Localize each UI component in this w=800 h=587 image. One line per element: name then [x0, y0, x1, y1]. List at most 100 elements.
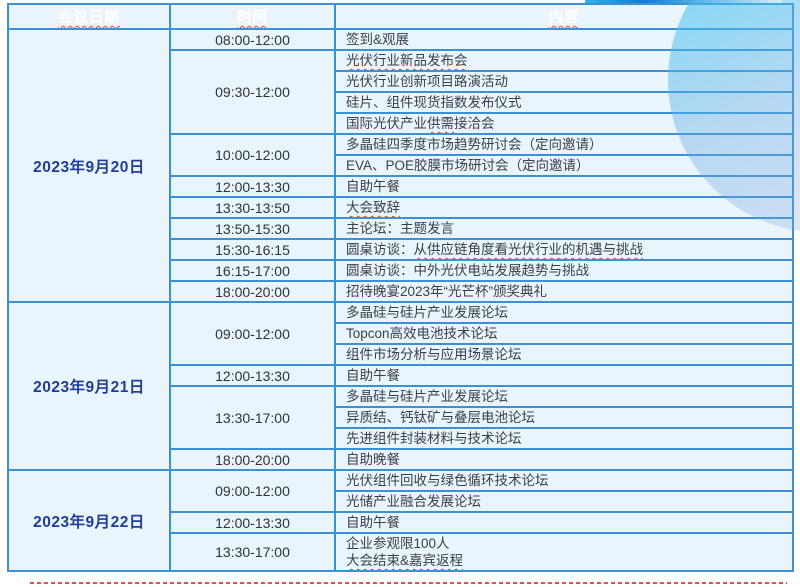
content-line: 国际光伏产业供需接洽会: [346, 115, 788, 132]
content-line: 圆桌访谈：从供应链角度看光伏行业的机遇与挑战: [346, 241, 788, 258]
time-cell: 18:00-20:00: [169, 448, 336, 471]
time-cell: 13:30-17:00: [169, 532, 336, 572]
content-text: 自助午餐: [346, 515, 400, 530]
schedule-row: 2023年9月21日 09:00-12:00 多晶硅与硅片产业发展论坛: [7, 301, 794, 471]
content-text: 光伏组件回收与绿色循环技术论坛: [346, 473, 549, 488]
misspelled-text: 光伏行业新品发布会: [346, 53, 468, 68]
schedule-row: 13:30-17:00 多晶硅与硅片产业发展论坛: [8, 385, 794, 450]
header-date-label: 会议日期: [58, 10, 120, 26]
red-dashed-line: [30, 582, 787, 584]
content-text: 自助午餐: [346, 179, 400, 194]
misspelled-text: 从供应链角度看光伏行业的机遇与挑战: [413, 242, 644, 257]
content-line: 大会结束&嘉宾返程: [346, 552, 788, 569]
content-text: 企业参观限100人: [346, 536, 450, 551]
time-cell: 09:00-12:00: [169, 301, 336, 366]
time-cell: 13:30-13:50: [169, 196, 336, 219]
content-cell: 光伏行业创新项目路演活动: [334, 70, 794, 93]
time-cell: 13:50-15:30: [169, 217, 336, 240]
schedule-row: 18:00-20:00 招待晚宴2023年“光芒杯”颁奖典礼: [8, 280, 794, 303]
content-cell: 多晶硅与硅片产业发展论坛: [334, 385, 794, 408]
content-text: EVA、POE胶膜市场研讨会（定向邀请）: [346, 158, 590, 173]
content-cell: 国际光伏产业供需接洽会: [334, 112, 794, 135]
content-cell: 自助午餐: [334, 175, 794, 198]
schedule-row: 组件市场分析与应用场景论坛: [8, 343, 794, 366]
content-text: 圆桌访谈：: [346, 242, 414, 257]
content-text: 签到&观展: [346, 32, 410, 47]
content-cell: 签到&观展: [334, 28, 794, 51]
content-text: 国际光伏产业: [346, 116, 427, 131]
content-line: 光伏行业新品发布会: [346, 52, 788, 69]
date-cell: 2023年9月20日: [7, 28, 171, 303]
content-cell: 主论坛：主题发言: [334, 217, 794, 240]
header-cell-content: 内容: [334, 3, 794, 30]
content-text: 硅片、组件现货指数发布仪式: [346, 95, 522, 110]
date-cell: 2023年9月22日: [7, 469, 171, 572]
content-cell: 硅片、组件现货指数发布仪式: [334, 91, 794, 114]
table-header: 会议日期 时间 内容: [7, 3, 794, 30]
content-cell: 自助午餐: [334, 364, 794, 387]
schedule-row: 光储产业融合发展论坛: [8, 490, 794, 513]
content-text: 多晶硅四季度市场趋势研讨会（定向邀请）: [346, 137, 603, 152]
content-line: 自助午餐: [346, 178, 788, 195]
header-cell-time: 时间: [169, 3, 336, 30]
content-line: 企业参观限100人: [346, 535, 788, 552]
content-cell: 大会致辞: [334, 196, 794, 219]
time-cell: 08:00-12:00: [169, 28, 336, 51]
content-line: 签到&观展: [346, 31, 788, 48]
misspelled-text: 供需: [427, 116, 454, 131]
content-line: Topcon高效电池技术论坛: [346, 325, 788, 342]
content-line: 多晶硅四季度市场趋势研讨会（定向邀请）: [346, 136, 788, 153]
time-cell: 10:00-12:00: [169, 133, 336, 177]
time-cell: 13:30-17:00: [169, 385, 336, 450]
time-cell: 09:00-12:00: [169, 469, 336, 513]
time-cell: 18:00-20:00: [169, 280, 336, 303]
schedule-row: 12:00-13:30 自助午餐: [8, 511, 794, 534]
conference-schedule-table: 会议日期 时间 内容 2023年9月20日 08:00-12:00 签到&观展 09:…: [7, 3, 794, 572]
content-text: 多晶硅与硅片产业发展论坛: [346, 305, 508, 320]
table-body: 2023年9月20日 08:00-12:00 签到&观展 09:30-12:00 光伏行…: [7, 28, 794, 572]
schedule-row: 2023年9月22日 09:00-12:00 光伏组件回收与绿色循环技术论坛: [7, 469, 794, 572]
content-line: 主论坛：主题发言: [346, 220, 788, 237]
schedule-row: 13:30-17:00 企业参观限100人 大会结束&嘉宾返程: [8, 532, 794, 572]
time-cell: 16:15-17:00: [169, 259, 336, 282]
schedule-row: 异质结、钙钛矿与叠层电池论坛: [8, 406, 794, 429]
content-line: 硅片、组件现货指数发布仪式: [346, 94, 788, 111]
content-line: 自助晚餐: [346, 451, 788, 468]
content-cell: 光伏行业新品发布会: [334, 49, 794, 72]
content-line: 光伏组件回收与绿色循环技术论坛: [346, 472, 788, 489]
content-line: 圆桌访谈：中外光伏电站发展趋势与挑战: [346, 262, 788, 279]
content-cell: 企业参观限100人 大会结束&嘉宾返程: [334, 532, 794, 572]
time-cell: 12:00-13:30: [169, 511, 336, 534]
misspelled-text: 大会结束&嘉宾返程: [346, 553, 464, 568]
header-row: 会议日期 时间 内容: [7, 3, 794, 30]
content-line: 组件市场分析与应用场景论坛: [346, 346, 788, 363]
content-text: 接洽会: [454, 116, 495, 131]
time-cell: 15:30-16:15: [169, 238, 336, 261]
content-line: 多晶硅与硅片产业发展论坛: [346, 388, 788, 405]
content-cell: 多晶硅四季度市场趋势研讨会（定向邀请）: [334, 133, 794, 156]
content-text: 光储产业融合发展论坛: [346, 494, 481, 509]
content-text: 光伏行业创新项目路演活动: [346, 74, 508, 89]
schedule-row: 先进组件封装材料与技术论坛: [8, 427, 794, 450]
content-cell: 圆桌访谈：中外光伏电站发展趋势与挑战: [334, 259, 794, 282]
content-cell: EVA、POE胶膜市场研讨会（定向邀请）: [334, 154, 794, 177]
content-cell: 光储产业融合发展论坛: [334, 490, 794, 513]
schedule-row: 2023年9月20日 08:00-12:00 签到&观展: [7, 28, 794, 303]
schedule-row: 16:15-17:00 圆桌访谈：中外光伏电站发展趋势与挑战: [8, 259, 794, 282]
top-edge-graphic: [585, 0, 782, 3]
content-cell: 圆桌访谈：从供应链角度看光伏行业的机遇与挑战: [334, 238, 794, 261]
content-line: 招待晚宴2023年“光芒杯”颁奖典礼: [346, 283, 788, 300]
time-cell: 12:00-13:30: [169, 364, 336, 387]
header-time-label: 时间: [237, 10, 268, 26]
time-cell: 09:30-12:00: [169, 49, 336, 135]
header-cell-date: 会议日期: [7, 3, 171, 30]
content-line: EVA、POE胶膜市场研讨会（定向邀请）: [346, 157, 788, 174]
content-line: 光储产业融合发展论坛: [346, 493, 788, 510]
schedule-row: 15:30-16:15 圆桌访谈：从供应链角度看光伏行业的机遇与挑战: [8, 238, 794, 261]
time-cell: 12:00-13:30: [169, 175, 336, 198]
content-line: 先进组件封装材料与技术论坛: [346, 430, 788, 447]
content-cell: 自助午餐: [334, 511, 794, 534]
content-cell: 异质结、钙钛矿与叠层电池论坛: [334, 406, 794, 429]
content-text: Topcon高效电池技术论坛: [346, 326, 498, 341]
schedule-row: 18:00-20:00 自助晚餐: [8, 448, 794, 471]
